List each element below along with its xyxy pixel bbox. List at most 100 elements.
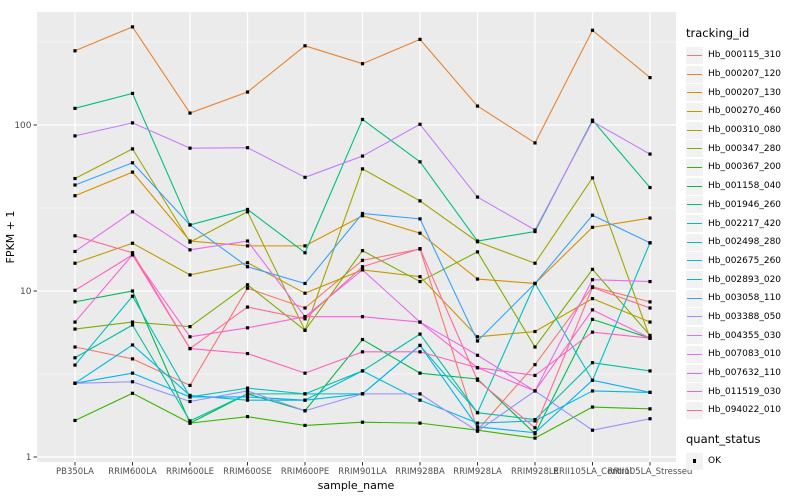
data-point-marker	[73, 300, 77, 304]
data-point-marker	[360, 315, 365, 319]
legend-key-line-icon	[686, 84, 703, 102]
data-point-marker	[533, 228, 537, 232]
data-point-marker	[533, 426, 537, 430]
legend-item-Hb_001158_040: Hb_001158_040	[686, 177, 798, 196]
data-point-marker	[418, 343, 422, 348]
legend-item-label: Hb_007632_110	[708, 368, 782, 379]
legend-item-Hb_011519_030: Hb_011519_030	[686, 382, 798, 401]
data-point-marker	[245, 244, 250, 248]
data-point-marker	[648, 369, 652, 373]
data-point-marker	[130, 241, 135, 245]
data-point-marker	[418, 37, 422, 41]
data-point-marker	[188, 399, 192, 404]
data-point-marker	[648, 75, 652, 80]
x-tick-label: RRIM928LE	[511, 467, 559, 477]
legend-key-line-icon	[686, 177, 703, 195]
legend-key-line-icon	[686, 345, 703, 363]
data-point-marker	[533, 363, 537, 367]
data-point-marker	[475, 250, 480, 254]
data-point-marker	[590, 296, 595, 301]
data-point-marker	[475, 425, 480, 429]
legend-item-label: Hb_000270_460	[708, 106, 782, 117]
data-point-marker	[418, 231, 422, 235]
data-point-marker	[533, 436, 537, 440]
legend-key-line-icon	[686, 46, 703, 64]
x-tick-label: RRIM928LA	[453, 467, 502, 477]
data-point-marker	[245, 207, 250, 212]
legend-items: Hb_000115_310 Hb_000207_120 Hb_000207_130 H…	[686, 46, 798, 420]
x-tick-label: RRII105LA_Stressed	[608, 467, 693, 477]
data-point-marker	[590, 213, 595, 217]
data-point-marker	[188, 346, 192, 351]
data-point-marker	[418, 279, 422, 284]
legend-key-line-icon	[686, 215, 703, 233]
data-point-marker	[590, 308, 595, 312]
legend-item-Hb_094022_010: Hb_094022_010	[686, 401, 798, 420]
legend-item-label: Hb_004355_030	[708, 330, 782, 341]
data-point-marker	[303, 291, 307, 295]
data-point-marker	[73, 134, 77, 138]
data-point-marker	[73, 320, 77, 324]
data-point-marker	[130, 210, 135, 214]
legend-item-Hb_002893_020: Hb_002893_020	[686, 270, 798, 289]
data-point-marker	[73, 327, 77, 331]
data-point-marker	[648, 306, 652, 310]
data-point-marker	[360, 117, 365, 122]
data-point-marker	[130, 91, 135, 96]
x-axis-title: sample_name	[318, 479, 395, 492]
legend-item-label: Hb_011519_030	[708, 386, 782, 397]
legend-item-label: Hb_002217_420	[708, 218, 782, 229]
data-point-marker	[360, 214, 365, 218]
data-point-marker	[590, 389, 595, 393]
legend-key-line-icon	[686, 233, 703, 251]
data-point-marker	[648, 216, 652, 220]
data-point-marker	[533, 141, 537, 145]
legend-key-line-icon	[686, 102, 703, 120]
data-point-marker	[475, 411, 480, 415]
data-point-marker	[360, 369, 365, 373]
legend-item-Hb_002217_420: Hb_002217_420	[686, 214, 798, 233]
quant-status-label: OK	[708, 456, 721, 467]
data-point-marker	[303, 44, 307, 48]
data-point-marker	[245, 389, 250, 393]
legend-key-line-icon	[686, 383, 703, 401]
data-point-marker	[303, 371, 307, 375]
data-point-marker	[418, 421, 422, 425]
axis-ticks	[33, 124, 651, 466]
x-tick-label: RRIM600SE	[223, 467, 272, 477]
data-point-marker	[130, 357, 135, 361]
data-point-marker	[360, 392, 365, 396]
data-point-marker	[303, 175, 307, 179]
data-point-marker	[245, 265, 250, 269]
data-point-marker	[475, 421, 480, 425]
legend-item-Hb_001946_260: Hb_001946_260	[686, 196, 798, 215]
data-point-marker	[73, 194, 77, 198]
data-point-marker	[245, 210, 250, 214]
data-point-marker	[418, 275, 422, 279]
data-point-marker	[188, 223, 192, 227]
data-point-marker	[648, 407, 652, 411]
series-markers	[73, 25, 652, 440]
data-point-marker	[590, 176, 595, 180]
x-tick-label: RRIM600PE	[281, 467, 329, 477]
data-point-marker	[360, 62, 365, 66]
data-point-marker	[73, 261, 77, 265]
legend-key-line-icon	[686, 140, 703, 158]
x-tick-label: RRIM928BA	[395, 467, 445, 477]
data-point-marker	[418, 332, 422, 336]
legend-item-label: Hb_003058_110	[708, 293, 782, 304]
data-point-marker	[73, 363, 77, 367]
plot-panel	[37, 12, 676, 462]
x-tick-labels: PB350LA RRIM600LA RRIM600LE RRIM600SE RRIM60…	[56, 467, 692, 477]
data-point-marker	[303, 281, 307, 286]
data-point-marker	[130, 253, 135, 257]
legend-item-Hb_000347_280: Hb_000347_280	[686, 139, 798, 158]
legend-item-label: Hb_000347_280	[708, 143, 782, 154]
data-point-marker	[533, 419, 537, 423]
data-point-marker	[130, 251, 135, 255]
data-point-marker	[475, 277, 480, 281]
data-point-marker	[188, 395, 192, 399]
legend-key-line-icon	[686, 271, 703, 289]
data-point-marker	[360, 350, 365, 354]
data-point-marker	[188, 146, 192, 150]
